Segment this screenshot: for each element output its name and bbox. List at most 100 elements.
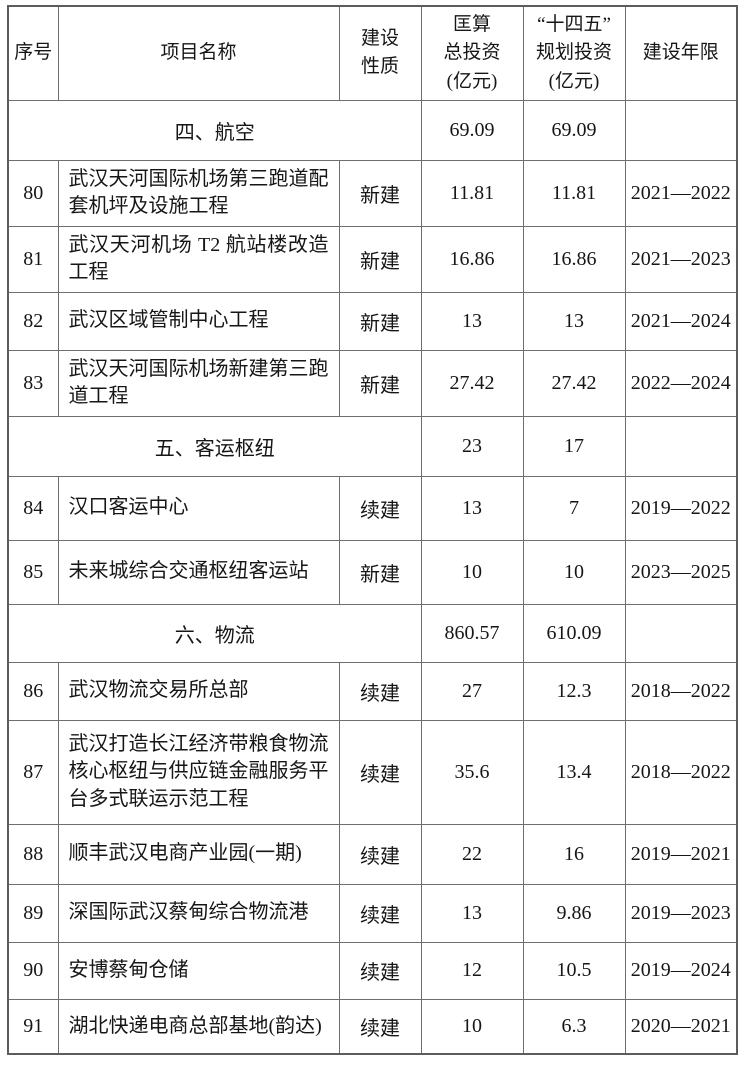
cell-total-investment: 27.42 xyxy=(420,349,524,417)
cell-construction-period xyxy=(624,99,738,161)
cell-serial-no: 85 xyxy=(7,539,59,605)
cell-construction-nature: 续建 xyxy=(338,823,422,885)
cell-project-name: 武汉区域管制中心工程 xyxy=(57,291,340,351)
cell-serial-no: 86 xyxy=(7,661,59,721)
cell-serial-no: 90 xyxy=(7,941,59,1000)
cell-plan-investment: 13 xyxy=(522,291,626,351)
col-header-construction-nature: 建设 性质 xyxy=(338,5,422,101)
cell-total-investment: 13 xyxy=(420,475,524,541)
cell-plan-investment: 10 xyxy=(522,539,626,605)
cell-construction-period: 2020—2021 xyxy=(624,998,738,1055)
cell-plan-investment: 6.3 xyxy=(522,998,626,1055)
cell-plan-investment: 9.86 xyxy=(522,883,626,943)
col-header-total-investment: 匡算 总投资 (亿元) xyxy=(420,5,524,101)
cell-total-investment: 13 xyxy=(420,291,524,351)
cell-construction-period: 2023—2025 xyxy=(624,539,738,605)
cell-plan-investment: 10.5 xyxy=(522,941,626,1000)
cell-serial-no: 83 xyxy=(7,349,59,417)
section-row: 四、航空 69.09 69.09 xyxy=(7,99,738,161)
project-row: 87 武汉打造长江经济带粮食物流核心枢纽与供应链金融服务平台多式联运示范工程 续建 3… xyxy=(7,719,738,825)
cell-total-investment: 27 xyxy=(420,661,524,721)
cell-serial-no: 81 xyxy=(7,225,59,293)
cell-serial-no: 82 xyxy=(7,291,59,351)
cell-total-investment: 10 xyxy=(420,539,524,605)
cell-serial-no: 88 xyxy=(7,823,59,885)
project-row: 91 湖北快递电商总部基地(韵达) 续建 10 6.3 2020—2021 xyxy=(7,998,738,1055)
cell-plan-investment: 16.86 xyxy=(522,225,626,293)
cell-construction-nature: 续建 xyxy=(338,719,422,825)
project-row: 83 武汉天河国际机场新建第三跑道工程 新建 27.42 27.42 2022—2024 xyxy=(7,349,738,417)
cell-project-name: 汉口客运中心 xyxy=(57,475,340,541)
cell-total-investment: 13 xyxy=(420,883,524,943)
cell-construction-nature: 新建 xyxy=(338,225,422,293)
investment-projects-table: 序号 项目名称 建设 性质 匡算 总投资 (亿元) “十四五” 规划投资 (亿元… xyxy=(7,5,738,1055)
cell-project-name: 顺丰武汉电商产业园(一期) xyxy=(57,823,340,885)
cell-construction-period xyxy=(624,415,738,477)
cell-total-investment: 16.86 xyxy=(420,225,524,293)
cell-construction-nature: 续建 xyxy=(338,661,422,721)
cell-project-name: 武汉天河国际机场第三跑道配套机坪及设施工程 xyxy=(57,159,340,227)
cell-construction-nature: 新建 xyxy=(338,291,422,351)
cell-total-investment: 12 xyxy=(420,941,524,1000)
cell-plan-investment: 16 xyxy=(522,823,626,885)
cell-project-name: 武汉天河国际机场新建第三跑道工程 xyxy=(57,349,340,417)
cell-total-investment: 11.81 xyxy=(420,159,524,227)
cell-project-name: 深国际武汉蔡甸综合物流港 xyxy=(57,883,340,943)
cell-construction-nature: 新建 xyxy=(338,349,422,417)
cell-serial-no: 89 xyxy=(7,883,59,943)
cell-plan-investment: 13.4 xyxy=(522,719,626,825)
cell-construction-period: 2019—2023 xyxy=(624,883,738,943)
cell-serial-no: 84 xyxy=(7,475,59,541)
cell-construction-period: 2018—2022 xyxy=(624,661,738,721)
project-row: 88 顺丰武汉电商产业园(一期) 续建 22 16 2019—2021 xyxy=(7,823,738,885)
cell-construction-nature: 新建 xyxy=(338,159,422,227)
cell-project-name: 武汉天河机场 T2 航站楼改造工程 xyxy=(57,225,340,293)
cell-project-name: 武汉物流交易所总部 xyxy=(57,661,340,721)
cell-construction-nature: 续建 xyxy=(338,475,422,541)
cell-construction-period: 2022—2024 xyxy=(624,349,738,417)
project-row: 81 武汉天河机场 T2 航站楼改造工程 新建 16.86 16.86 2021—2023 xyxy=(7,225,738,293)
cell-total-investment: 23 xyxy=(420,415,524,477)
col-header-serial-no: 序号 xyxy=(7,5,59,101)
cell-construction-period: 2018—2022 xyxy=(624,719,738,825)
cell-plan-investment: 17 xyxy=(522,415,626,477)
col-header-plan-investment: “十四五” 规划投资 (亿元) xyxy=(522,5,626,101)
col-header-construction-period: 建设年限 xyxy=(624,5,738,101)
cell-project-name: 武汉打造长江经济带粮食物流核心枢纽与供应链金融服务平台多式联运示范工程 xyxy=(57,719,340,825)
cell-total-investment: 22 xyxy=(420,823,524,885)
cell-total-investment: 860.57 xyxy=(420,603,524,663)
project-row: 90 安博蔡甸仓储 续建 12 10.5 2019—2024 xyxy=(7,941,738,1000)
cell-construction-period: 2019—2024 xyxy=(624,941,738,1000)
cell-construction-period: 2019—2021 xyxy=(624,823,738,885)
cell-construction-period: 2021—2022 xyxy=(624,159,738,227)
project-row: 89 深国际武汉蔡甸综合物流港 续建 13 9.86 2019—2023 xyxy=(7,883,738,943)
cell-total-investment: 35.6 xyxy=(420,719,524,825)
cell-construction-period: 2021—2024 xyxy=(624,291,738,351)
table-header-row: 序号 项目名称 建设 性质 匡算 总投资 (亿元) “十四五” 规划投资 (亿元… xyxy=(7,5,738,101)
section-row: 六、物流 860.57 610.09 xyxy=(7,603,738,663)
cell-serial-no: 87 xyxy=(7,719,59,825)
cell-plan-investment: 7 xyxy=(522,475,626,541)
section-row: 五、客运枢纽 23 17 xyxy=(7,415,738,477)
project-row: 86 武汉物流交易所总部 续建 27 12.3 2018—2022 xyxy=(7,661,738,721)
cell-construction-nature: 续建 xyxy=(338,941,422,1000)
cell-total-investment: 69.09 xyxy=(420,99,524,161)
cell-construction-nature: 新建 xyxy=(338,539,422,605)
cell-project-name: 湖北快递电商总部基地(韵达) xyxy=(57,998,340,1055)
section-title-cell: 四、航空 xyxy=(7,99,422,161)
cell-plan-investment: 610.09 xyxy=(522,603,626,663)
project-row: 80 武汉天河国际机场第三跑道配套机坪及设施工程 新建 11.81 11.81 2021—… xyxy=(7,159,738,227)
cell-project-name: 安博蔡甸仓储 xyxy=(57,941,340,1000)
cell-plan-investment: 11.81 xyxy=(522,159,626,227)
cell-plan-investment: 69.09 xyxy=(522,99,626,161)
cell-construction-period: 2019—2022 xyxy=(624,475,738,541)
cell-total-investment: 10 xyxy=(420,998,524,1055)
cell-serial-no: 80 xyxy=(7,159,59,227)
project-row: 85 未来城综合交通枢纽客运站 新建 10 10 2023—2025 xyxy=(7,539,738,605)
cell-project-name: 未来城综合交通枢纽客运站 xyxy=(57,539,340,605)
cell-serial-no: 91 xyxy=(7,998,59,1055)
project-row: 82 武汉区域管制中心工程 新建 13 13 2021—2024 xyxy=(7,291,738,351)
project-row: 84 汉口客运中心 续建 13 7 2019—2022 xyxy=(7,475,738,541)
cell-construction-period: 2021—2023 xyxy=(624,225,738,293)
